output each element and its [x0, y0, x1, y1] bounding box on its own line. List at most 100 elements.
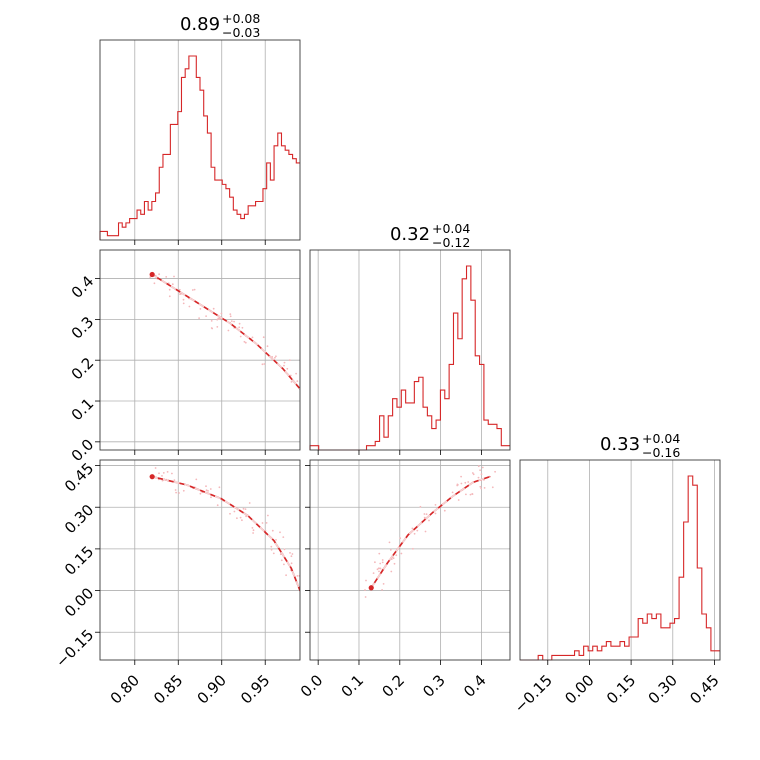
contour-outer: [151, 475, 300, 592]
scatter-point: [261, 363, 264, 366]
scatter-point: [229, 315, 232, 318]
panel-p2-vs-p0: 0.80 0.85 0.90 0.95 −0.15 0.00 0.15 0.30 0.45: [52, 459, 309, 708]
scatter-point: [411, 527, 414, 530]
scatter-point: [295, 372, 297, 375]
scatter-point: [242, 507, 245, 510]
scatter-point: [479, 469, 481, 472]
title-p0: 0.89: [180, 14, 220, 35]
scatter-point: [456, 483, 459, 486]
scatter-point: [173, 479, 176, 481]
scatter-point: [285, 574, 287, 577]
scatter-point: [412, 547, 414, 550]
scatter-point: [210, 320, 213, 322]
scatter-point: [251, 527, 254, 529]
x-tick-label: 0.90: [194, 671, 230, 707]
scatter-point: [364, 589, 366, 591]
scatter-point: [251, 336, 254, 339]
panel-frame: [99, 459, 301, 661]
scatter-point: [212, 307, 215, 310]
title-p0-plus: +0.08: [222, 11, 260, 26]
x-tick-label: 0.15: [603, 671, 639, 707]
x-tick-label: −0.15: [511, 671, 556, 716]
scatter-point: [399, 537, 402, 540]
scatter-point: [153, 282, 156, 285]
contour-inner: [151, 273, 300, 390]
scatter-point: [302, 379, 304, 381]
scatter-point: [261, 522, 264, 524]
scatter-point: [233, 320, 236, 323]
scatter-point: [216, 318, 219, 321]
scatter-point: [377, 567, 380, 570]
scatter-point: [283, 361, 286, 364]
scatter-point: [199, 308, 202, 310]
scatter-point: [381, 559, 384, 561]
panel-frame: [309, 249, 511, 451]
x-tick-label: 0.2: [378, 671, 408, 701]
scatter-point: [483, 487, 486, 489]
contour-highlight: [151, 273, 300, 390]
scatter-point: [307, 595, 309, 597]
scatter-point: [457, 499, 460, 501]
scatter-point: [389, 549, 392, 551]
scatter-point: [291, 553, 294, 555]
contour-end-point: [149, 271, 155, 278]
scatter-point: [443, 509, 446, 512]
title-p2-minus: −0.16: [642, 445, 680, 460]
scatter-point: [175, 491, 178, 494]
scatter-point: [416, 529, 419, 532]
scatter-point: [280, 559, 283, 562]
scatter-point: [205, 485, 207, 488]
scatter-point: [275, 539, 277, 541]
scatter-point: [275, 355, 277, 358]
scatter-point: [413, 532, 416, 535]
histogram-step: [309, 265, 510, 451]
scatter-point: [379, 567, 381, 570]
scatter-point: [238, 322, 241, 325]
scatter-point: [270, 548, 273, 551]
scatter-point: [289, 374, 292, 377]
scatter-point: [178, 492, 180, 494]
scatter-point: [419, 505, 422, 508]
scatter-point: [217, 317, 220, 320]
x-tick-label: 0.45: [686, 671, 722, 707]
scatter-point: [216, 326, 219, 328]
scatter-point: [262, 336, 265, 339]
y-tick-label: 0.15: [61, 543, 97, 579]
scatter-point: [381, 561, 384, 564]
scatter-point: [195, 478, 198, 481]
scatter-point: [425, 513, 428, 516]
scatter-point: [149, 276, 152, 278]
x-tick-label: 0.4: [460, 671, 490, 701]
scatter-point: [481, 466, 484, 469]
scatter-point: [283, 548, 286, 551]
title-p2: 0.33: [600, 434, 640, 455]
scatter-point: [434, 512, 437, 515]
scatter-point: [162, 472, 165, 474]
scatter-point: [182, 302, 185, 305]
y-gridlines: [310, 465, 510, 633]
scatter-point: [193, 288, 196, 291]
scatter-point: [271, 529, 274, 532]
scatter-point: [239, 516, 242, 519]
scatter-point: [188, 305, 191, 308]
y-gridlines: [100, 278, 300, 443]
scatter-point: [182, 489, 185, 492]
scatter-point: [424, 530, 427, 533]
scatter-point: [173, 275, 175, 278]
panel-frame: [519, 459, 721, 661]
scatter-point: [283, 563, 285, 566]
title-p2-plus: +0.04: [642, 431, 680, 446]
scatter-point: [480, 473, 483, 475]
scatter-point: [191, 289, 194, 291]
scatter-point: [238, 326, 241, 329]
scatter-point: [210, 327, 213, 329]
histogram-step: [520, 475, 720, 661]
scatter-point: [248, 502, 251, 504]
scatter-point: [296, 575, 299, 577]
scatter-point: [477, 465, 480, 468]
x-tick-label: 0.3: [419, 671, 449, 701]
scatter-point: [423, 516, 426, 519]
panel-hist-p0: [99, 39, 301, 245]
scatter-point: [243, 340, 246, 343]
scatter-point: [494, 470, 496, 473]
